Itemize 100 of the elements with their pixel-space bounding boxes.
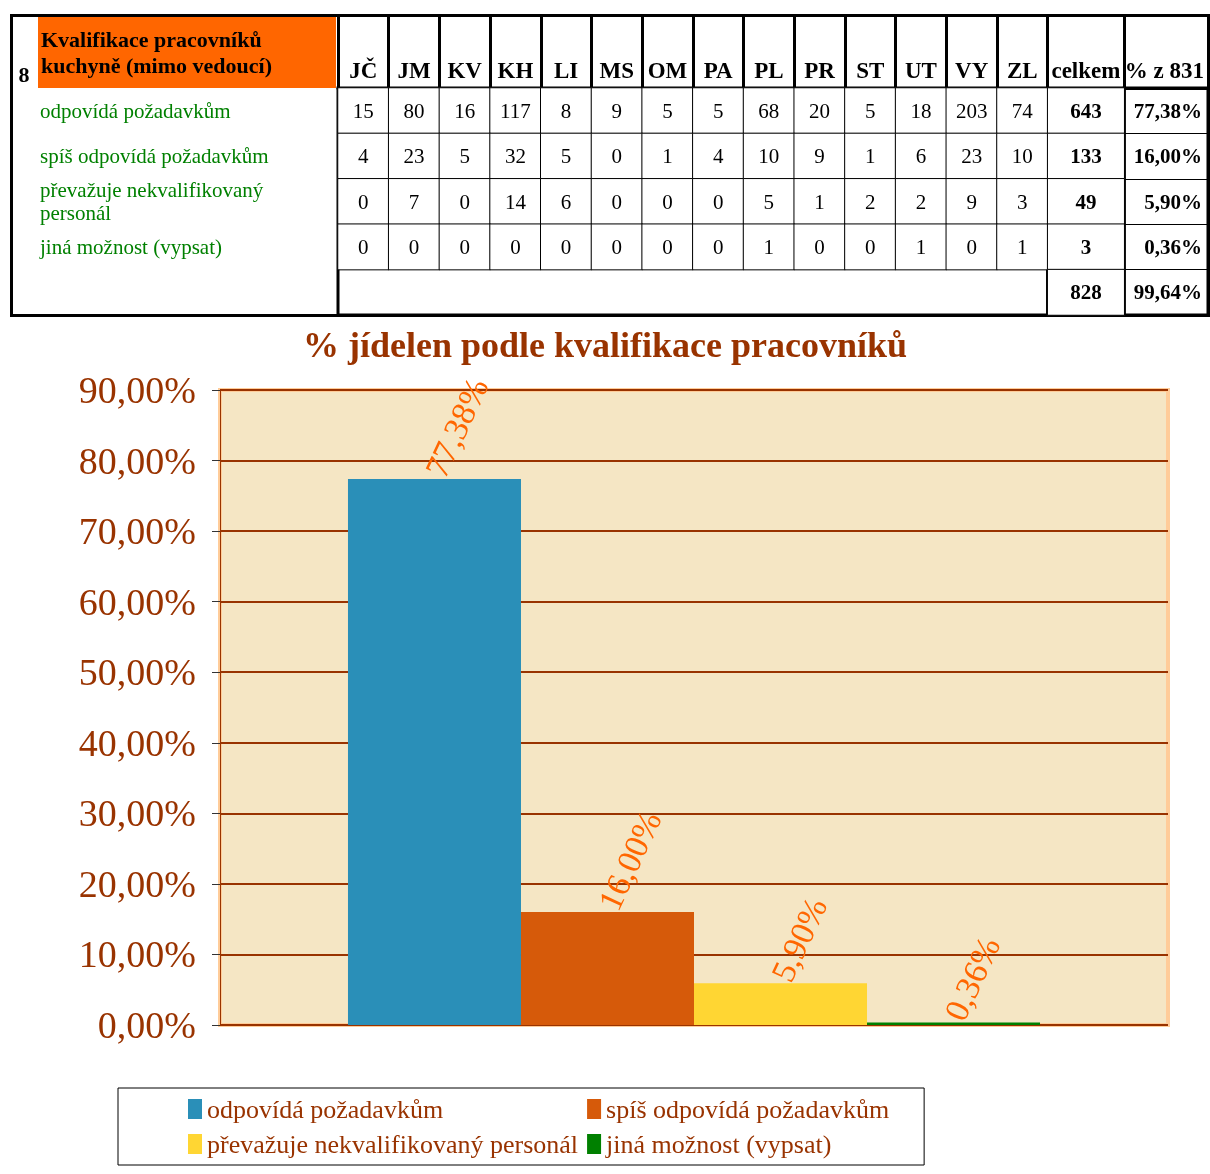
data-label: 1 bbox=[662, 144, 673, 169]
data-label: 1 bbox=[865, 144, 876, 169]
y-tick-label: 10,00% bbox=[78, 933, 196, 976]
y-tick-label: 50,00% bbox=[78, 651, 196, 694]
data-label: 20 bbox=[809, 98, 831, 123]
y-tick-label: 90,00% bbox=[78, 369, 196, 411]
data-label: 0 bbox=[814, 234, 825, 259]
y-tick-label: 20,00% bbox=[78, 862, 196, 905]
data-label: 0 bbox=[966, 234, 977, 259]
data-label: 7 bbox=[408, 189, 420, 214]
y-tick-label: 40,00% bbox=[78, 721, 196, 764]
data-label: 15 bbox=[352, 98, 374, 123]
x-tick-label: MS bbox=[599, 58, 635, 83]
data-label: 16 bbox=[454, 98, 476, 123]
data-label: 0 bbox=[611, 234, 623, 259]
data-label: 5 bbox=[459, 144, 470, 169]
data-label: 68 bbox=[758, 98, 780, 123]
legend-label: převažuje nekvalifikovaný personál bbox=[207, 1129, 579, 1159]
data-label: 2 bbox=[915, 189, 927, 214]
y-tick-label: 60,00% bbox=[78, 580, 196, 623]
data-label: 117 bbox=[500, 98, 531, 123]
y2-axis-title: % z 831 bbox=[1124, 58, 1204, 83]
y-tick-label: 0,00% bbox=[97, 1004, 196, 1046]
data-label: 1 bbox=[814, 189, 825, 214]
y-axis-title: Kvalifikace pracovníků kuchyně (mimo vedoucí) bbox=[38, 17, 336, 88]
y-tick-label: 30,00% bbox=[78, 792, 196, 835]
y-tick-label: 70,00% bbox=[78, 510, 196, 553]
y2-tick-label: 16,00% bbox=[1133, 144, 1202, 169]
legend-label: odpovídá požadavkům bbox=[207, 1094, 444, 1124]
data-label: 18 bbox=[910, 98, 932, 123]
y-tick-label: jiná možnost (vypsat) bbox=[39, 234, 222, 259]
legend-label: jiná možnost (vypsat) bbox=[605, 1129, 832, 1159]
data-label: 5 bbox=[560, 144, 572, 169]
x-tick-label: ZL bbox=[1006, 58, 1038, 83]
data-label: 4 bbox=[712, 144, 724, 169]
data-label: 2 bbox=[865, 189, 876, 214]
data-label: 10 bbox=[1011, 144, 1033, 169]
y-tick-label: spíš odpovídá požadavkům bbox=[40, 144, 269, 169]
y2-tick-label: 77,38% bbox=[1133, 98, 1202, 123]
data-label: 0 bbox=[611, 189, 623, 214]
x-tick-label: JM bbox=[397, 58, 431, 83]
y2-tick-label: 0,36% bbox=[1144, 234, 1202, 259]
data-label: 0 bbox=[662, 234, 673, 259]
data-label: 5 bbox=[763, 189, 775, 214]
data-label: 133 bbox=[1070, 144, 1102, 169]
legend-label: spíš odpovídá požadavkům bbox=[606, 1094, 890, 1124]
x-tick-label: KV bbox=[447, 58, 483, 83]
x-tick-label: JČ bbox=[349, 57, 378, 83]
data-label: 0 bbox=[611, 144, 623, 169]
data-label: 5,90% bbox=[763, 891, 835, 988]
data-label: 5 bbox=[662, 98, 673, 123]
data-label: 828 bbox=[1070, 280, 1102, 305]
x-tick-label: ST bbox=[856, 58, 885, 83]
data-label: 6 bbox=[560, 189, 572, 214]
x-tick-label: UT bbox=[904, 58, 937, 83]
data-label: 6 bbox=[915, 144, 927, 169]
y2-tick-label: 5,90% bbox=[1144, 189, 1202, 214]
data-label: 0,36% bbox=[936, 931, 1008, 1027]
data-label: 0 bbox=[408, 234, 420, 259]
data-label: 32 bbox=[504, 144, 526, 169]
x-tick-label: VY bbox=[955, 58, 989, 83]
data-label: 3 bbox=[1080, 234, 1092, 259]
data-label: 643 bbox=[1070, 98, 1102, 123]
x-tick-label: PL bbox=[754, 58, 784, 83]
data-label: 0 bbox=[459, 189, 470, 214]
data-label: 0 bbox=[510, 234, 521, 259]
data-label: 9 bbox=[966, 189, 977, 214]
text: 8 bbox=[17, 61, 31, 88]
x-tick-label: LI bbox=[553, 58, 579, 83]
data-label: 1 bbox=[1017, 234, 1028, 259]
data-label: 8 bbox=[560, 98, 572, 123]
x-tick-label: OM bbox=[647, 58, 688, 83]
data-label: 0 bbox=[865, 234, 876, 259]
data-label: 10 bbox=[758, 144, 780, 169]
data-label: 23 bbox=[961, 144, 983, 169]
data-label: 0 bbox=[358, 234, 369, 259]
x-tick-label: PR bbox=[804, 58, 836, 83]
y-tick-label: 80,00% bbox=[78, 439, 196, 482]
data-label: 9 bbox=[814, 144, 825, 169]
x-tick-label: KH bbox=[497, 58, 534, 83]
data-label: 49 bbox=[1075, 189, 1097, 214]
data-label: 0 bbox=[662, 189, 673, 214]
x-tick-label: celkem bbox=[1051, 58, 1121, 83]
data-label: 203 bbox=[955, 98, 988, 123]
data-label: 14 bbox=[504, 189, 527, 214]
data-label: 1 bbox=[763, 234, 775, 259]
data-label: 0 bbox=[358, 189, 369, 214]
y-tick-label: převažuje nekvalifikovaný personál bbox=[40, 178, 269, 225]
data-label: 0 bbox=[712, 234, 724, 259]
data-label: 5 bbox=[865, 98, 876, 123]
chart-title: % jídelen podle kvalifikace pracovníků bbox=[302, 325, 908, 365]
data-label: 4 bbox=[358, 144, 370, 169]
data-label: 1 bbox=[915, 234, 927, 259]
x-tick-label: PA bbox=[703, 58, 734, 83]
data-label: 9 bbox=[611, 98, 623, 123]
y-tick-label: odpovídá požadavkům bbox=[40, 98, 231, 123]
data-label: 80 bbox=[403, 98, 425, 123]
data-label: 74 bbox=[1011, 98, 1034, 123]
data-label: 5 bbox=[712, 98, 724, 123]
data-label: 0 bbox=[712, 189, 724, 214]
